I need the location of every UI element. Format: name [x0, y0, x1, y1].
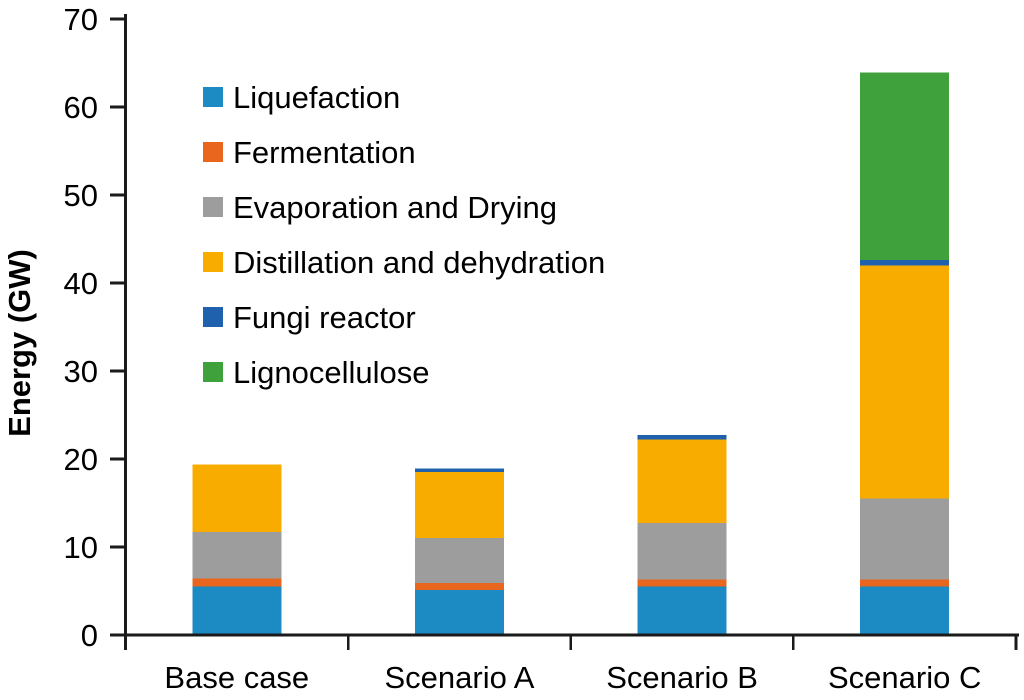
bar-segment-fungi-reactor-scenario-a	[414, 468, 504, 473]
legend-label-fungi-reactor: Fungi reactor	[233, 300, 416, 335]
bar-segment-lignocellulose-scenario-c	[860, 72, 950, 261]
legend-item-distillation-and-dehydration: Distillation and dehydration	[203, 245, 605, 280]
x-category-label-scenario-b: Scenario B	[606, 660, 758, 695]
legend-label-lignocellulose: Lignocellulose	[233, 355, 429, 390]
x-category-label-scenario-c: Scenario C	[828, 660, 981, 695]
bar-segment-evaporation-and-drying-scenario-a	[414, 538, 504, 584]
legend-item-evaporation-and-drying: Evaporation and Drying	[203, 190, 557, 225]
legend-swatch-lignocellulose	[203, 362, 223, 382]
y-tick-label-30: 30	[64, 354, 98, 389]
legend-item-fungi-reactor: Fungi reactor	[203, 300, 416, 335]
bar-segment-liquefaction-scenario-c	[860, 586, 950, 635]
bar-segment-fermentation-scenario-c	[860, 579, 950, 587]
y-tick-label-60: 60	[64, 90, 98, 125]
y-tick-label-10: 10	[64, 530, 98, 565]
bar-segment-fermentation-base-case	[192, 578, 282, 587]
y-tick-label-70: 70	[64, 2, 98, 37]
bar-segment-liquefaction-scenario-a	[414, 590, 504, 635]
y-tick-label-0: 0	[81, 618, 98, 653]
x-category-label-base-case: Base case	[164, 660, 309, 695]
legend-swatch-evaporation-and-drying	[203, 197, 223, 217]
bar-segment-distillation-and-dehydration-base-case	[192, 464, 282, 533]
bar-segment-evaporation-and-drying-base-case	[192, 532, 282, 579]
legend-item-fermentation: Fermentation	[203, 135, 416, 170]
legend-item-liquefaction: Liquefaction	[203, 80, 400, 115]
bar-segment-evaporation-and-drying-scenario-c	[860, 498, 950, 580]
bar-segment-liquefaction-base-case	[192, 586, 282, 635]
legend-label-fermentation: Fermentation	[233, 135, 416, 170]
bar-segment-fungi-reactor-scenario-b	[637, 435, 727, 440]
bar-segment-distillation-and-dehydration-scenario-a	[414, 472, 504, 539]
bar-segment-distillation-and-dehydration-scenario-b	[637, 439, 727, 524]
legend-swatch-fungi-reactor	[203, 307, 223, 327]
legend-swatch-distillation-and-dehydration	[203, 252, 223, 272]
legend-swatch-liquefaction	[203, 87, 223, 107]
bar-segment-fermentation-scenario-b	[637, 579, 727, 587]
bar-segment-fermentation-scenario-a	[414, 583, 504, 591]
y-tick-label-40: 40	[64, 266, 98, 301]
y-tick-label-50: 50	[64, 178, 98, 213]
legend-label-liquefaction: Liquefaction	[233, 80, 400, 115]
legend-label-evaporation-and-drying: Evaporation and Drying	[233, 190, 557, 225]
x-category-label-scenario-a: Scenario A	[384, 660, 534, 695]
legend-label-distillation-and-dehydration: Distillation and dehydration	[233, 245, 605, 280]
bar-segment-liquefaction-scenario-b	[637, 586, 727, 635]
y-tick-label-20: 20	[64, 442, 98, 477]
bar-segment-evaporation-and-drying-scenario-b	[637, 523, 727, 580]
y-axis-title: Energy (GW)	[2, 249, 37, 437]
bar-segment-fungi-reactor-scenario-c	[860, 260, 950, 266]
bar-segment-distillation-and-dehydration-scenario-c	[860, 265, 950, 499]
legend-swatch-fermentation	[203, 142, 223, 162]
legend-item-lignocellulose: Lignocellulose	[203, 355, 429, 390]
